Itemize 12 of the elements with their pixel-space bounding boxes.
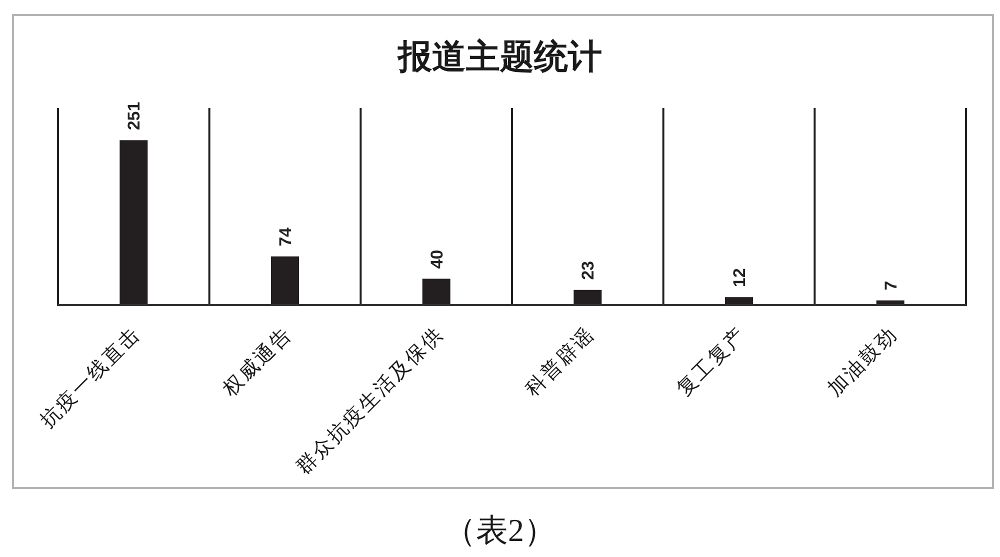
x-tick-label: 抗疫一线直击 <box>36 322 146 432</box>
title: 报道主题统计 <box>398 39 602 76</box>
data-label: 251 <box>124 102 144 130</box>
data-label: 7 <box>881 280 900 290</box>
x-tick-label: 科普辟谣 <box>521 322 600 401</box>
data-label: 12 <box>730 268 749 288</box>
data-label: 23 <box>578 260 598 280</box>
x-tick-label: 加油鼓劲 <box>824 322 902 401</box>
x-tick-label: 复工复产 <box>672 322 751 401</box>
annotation: （表2） <box>444 512 556 548</box>
data-label: 40 <box>427 250 446 269</box>
data-label: 74 <box>276 227 295 246</box>
